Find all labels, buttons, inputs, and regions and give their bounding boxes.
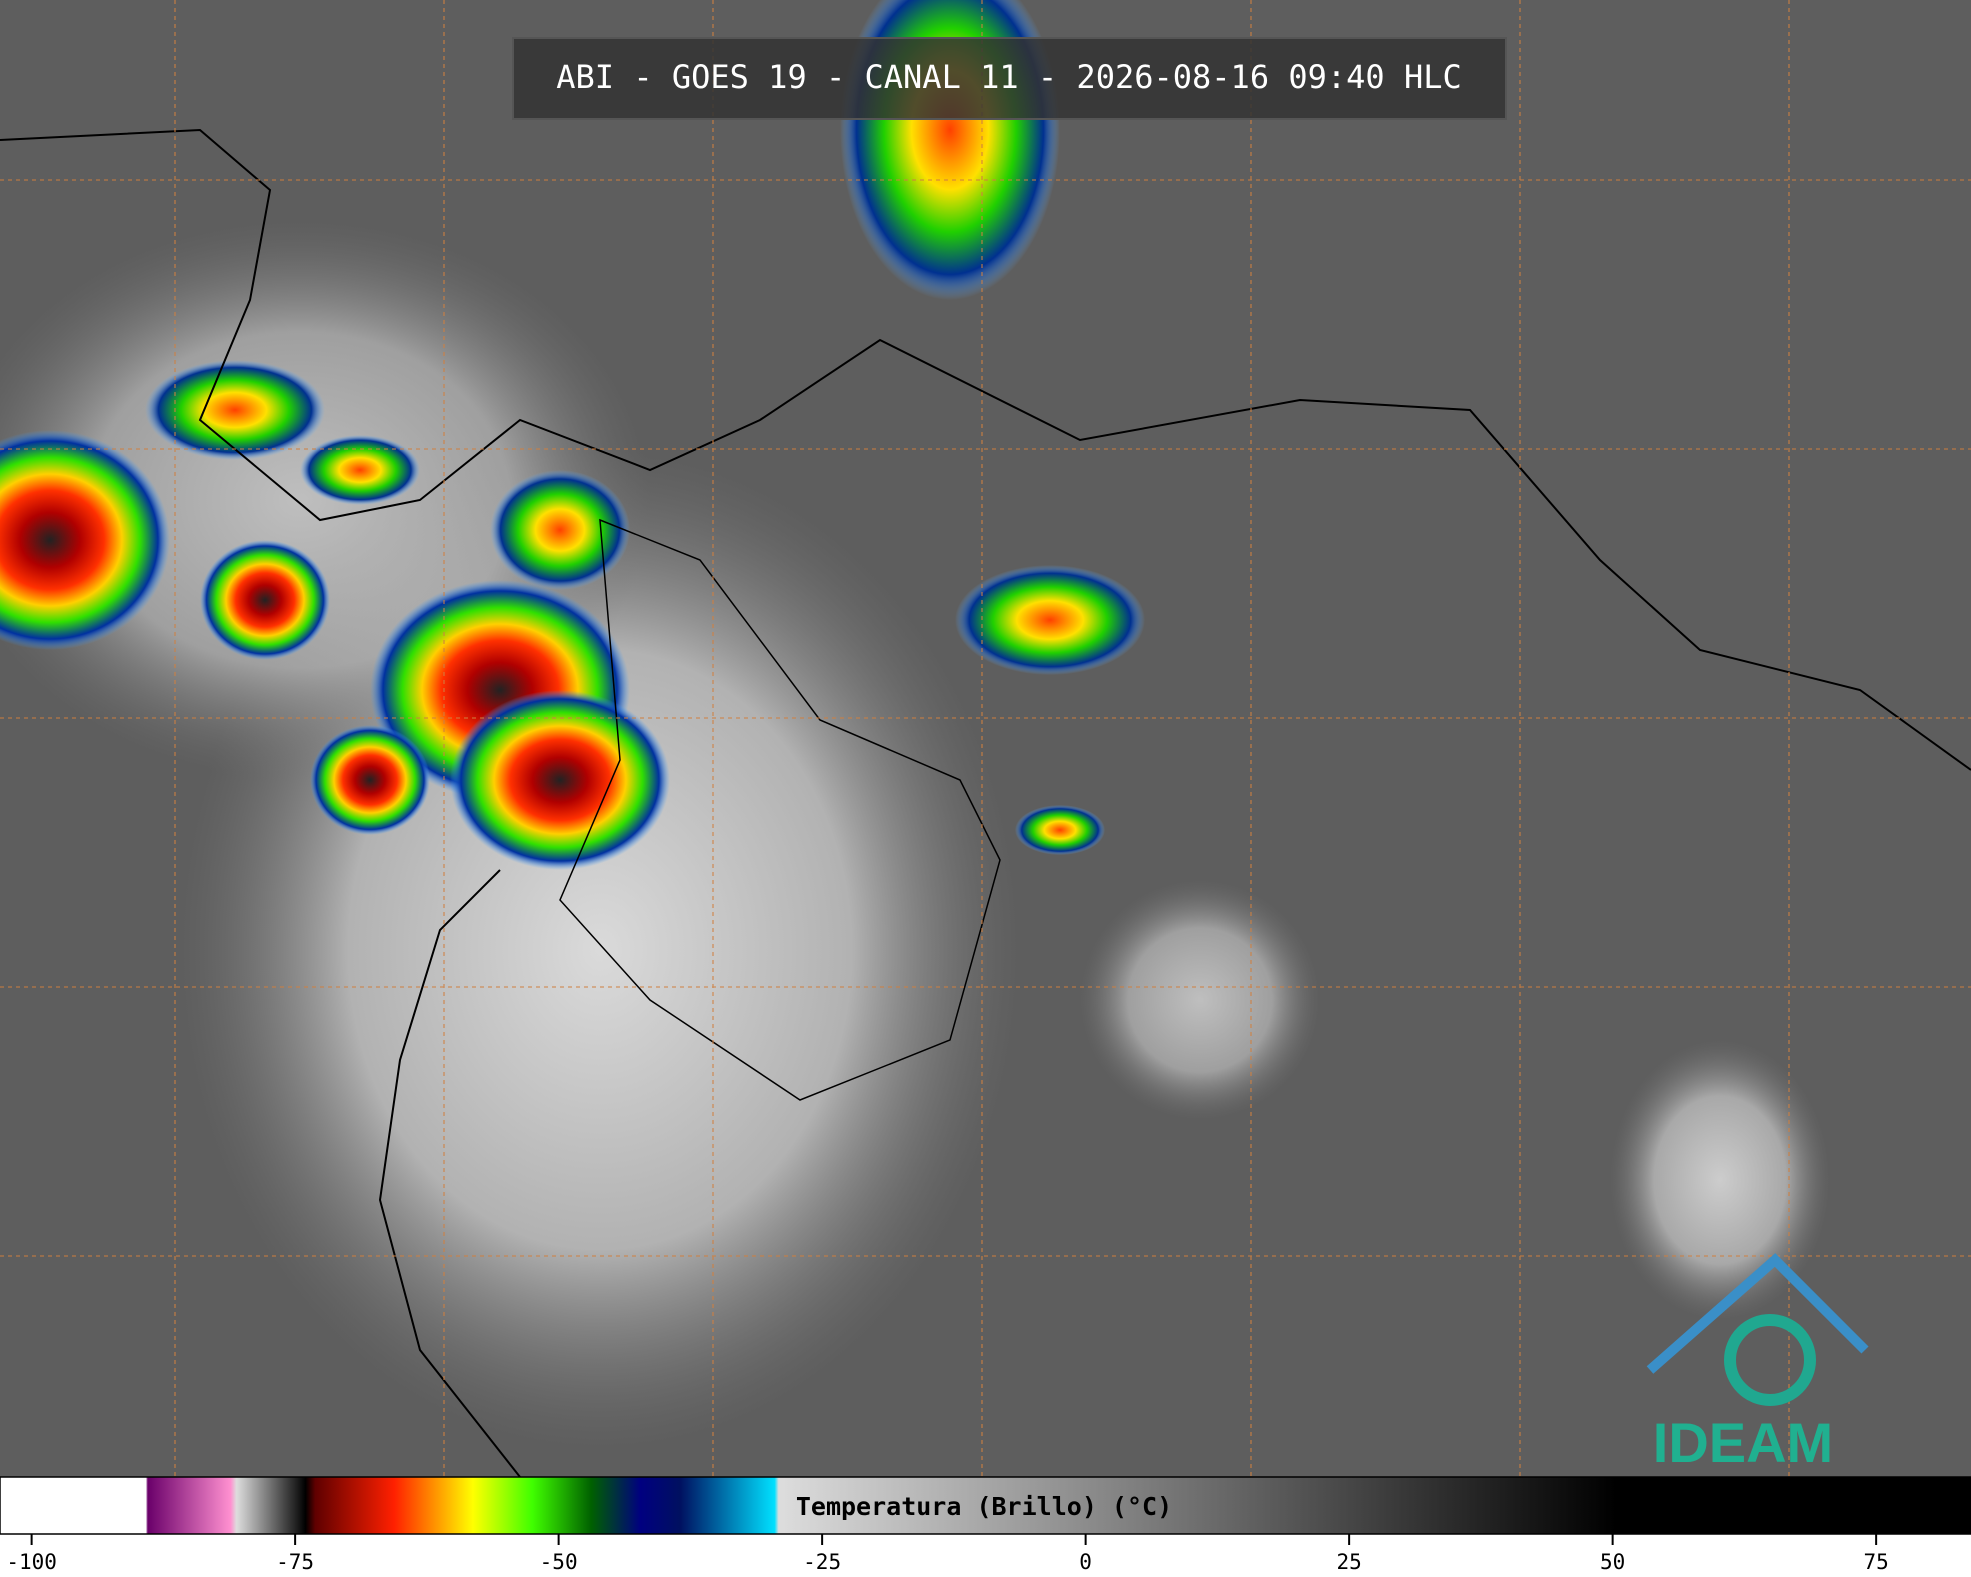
colorbar-tick-label: 0	[1079, 1550, 1092, 1574]
colorbar-tick-label: 25	[1336, 1550, 1361, 1574]
colorbar-tick-label: -25	[803, 1550, 841, 1574]
storm-cell	[450, 690, 670, 870]
graticule	[0, 0, 1971, 1477]
colorbar-tick-label: 75	[1863, 1550, 1888, 1574]
storm-cell	[200, 540, 330, 660]
storm-cell	[0, 430, 170, 650]
colorbar-tick-label: -75	[276, 1550, 314, 1574]
logo-roof	[1646, 1253, 1869, 1374]
colorbar	[0, 1476, 1971, 1535]
storm-cell	[145, 360, 325, 460]
storm-cell	[490, 470, 630, 590]
colorbar-tick-label: -50	[540, 1550, 578, 1574]
storm-cell	[955, 565, 1145, 675]
colorbar-tick-label: 50	[1600, 1550, 1625, 1574]
logo: IDEAM	[1646, 1253, 1869, 1474]
logo-swirl	[1724, 1314, 1816, 1406]
coastline	[0, 128, 1971, 771]
border	[559, 518, 1001, 1101]
cloud-field	[1610, 1040, 1830, 1320]
colorbar-tick-label: -100	[6, 1550, 57, 1574]
title: ABI - GOES 19 - CANAL 11 - 2026-08-16 09…	[556, 58, 1461, 96]
coastline	[378, 869, 521, 1478]
storm-cell	[300, 435, 420, 505]
logo-text: IDEAM	[1653, 1411, 1833, 1474]
storm-cell	[1015, 805, 1105, 855]
title-box	[512, 37, 1507, 120]
colorbar-label: Temperatura (Brillo) (°C)	[796, 1492, 1172, 1521]
storm-cell	[310, 725, 430, 835]
cloud-field	[1080, 880, 1320, 1120]
